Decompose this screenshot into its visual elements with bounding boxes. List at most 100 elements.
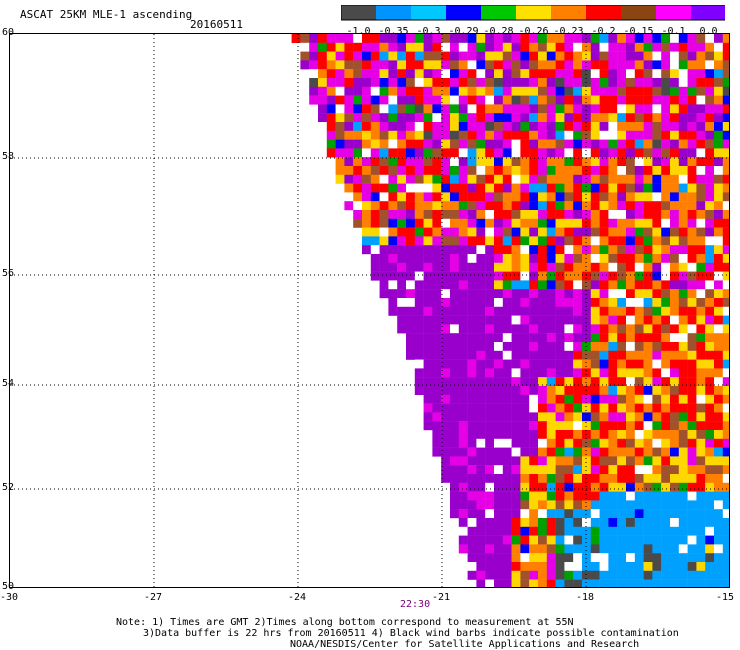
swath-cell (529, 430, 539, 439)
swath-cell (546, 51, 556, 61)
swath-cell (626, 104, 635, 114)
swath-cell (335, 69, 345, 79)
swath-cell (705, 474, 715, 483)
swath-cell (458, 377, 468, 387)
swath-cell (362, 86, 371, 96)
swath-cell (608, 95, 618, 105)
swath-cell (722, 333, 729, 343)
swath-cell (652, 86, 662, 96)
swath-cell (441, 192, 451, 202)
swath-cell (590, 254, 600, 263)
swath-cell (502, 438, 512, 448)
swath-cell (661, 579, 671, 587)
swath-cell (388, 95, 398, 105)
swath-cell (529, 482, 539, 492)
swath-cell (520, 394, 530, 404)
swath-cell (582, 86, 591, 96)
swath-cell (494, 42, 503, 52)
swath-cell (441, 210, 451, 219)
swath-cell (599, 570, 609, 580)
swath-cell (362, 139, 371, 149)
swath-cell (687, 280, 697, 290)
swath-cell (485, 359, 495, 369)
swath-cell (670, 544, 679, 554)
swath-cell (546, 474, 556, 483)
swath-cell (344, 192, 354, 202)
swath-cell (582, 421, 591, 431)
swath-cell (476, 51, 486, 61)
swath-cell (441, 174, 451, 184)
swath-cell (608, 289, 618, 299)
swath-cell (705, 421, 715, 431)
swath-cell (458, 306, 468, 316)
swath-cell (502, 368, 512, 378)
swath-cell (661, 570, 671, 580)
swath-cell (696, 95, 706, 105)
swath-cell (538, 562, 547, 571)
swath-cell (678, 342, 688, 351)
swath-cell (450, 333, 459, 343)
swath-cell (696, 500, 706, 510)
swath-cell (379, 262, 389, 272)
colorbar-segment (656, 5, 691, 20)
swath-cell (714, 333, 723, 343)
swath-cell (643, 333, 653, 343)
swath-cell (450, 218, 459, 228)
swath-cell (661, 254, 671, 263)
swath-cell (432, 262, 442, 272)
swath-cell (546, 227, 556, 237)
swath-cell (520, 130, 530, 140)
swath-cell (617, 210, 627, 219)
swath-cell (555, 122, 565, 131)
swath-cell (555, 192, 565, 202)
swath-cell (626, 69, 635, 79)
swath-cell (494, 192, 503, 202)
swath-cell (564, 421, 574, 431)
swath-cell (573, 377, 583, 387)
swath-cell (467, 34, 477, 43)
swath-cell (476, 412, 486, 422)
swath-cell (432, 113, 442, 123)
swath-cell (458, 474, 468, 483)
swath-cell (538, 113, 547, 123)
swath-cell (670, 254, 679, 263)
swath-cell (370, 34, 380, 43)
swath-cell (511, 377, 521, 387)
swath-cell (414, 359, 424, 369)
swath-cell (546, 289, 556, 299)
swath-cell (432, 42, 442, 52)
swath-cell (564, 192, 574, 202)
swath-cell (441, 438, 451, 448)
swath-cell (423, 86, 433, 96)
swath-cell (423, 306, 433, 316)
swath-cell (678, 104, 688, 114)
swath-cell (450, 95, 459, 105)
swath-cell (467, 350, 477, 360)
swath-cell (634, 377, 644, 387)
swath-cell (476, 553, 486, 563)
swath-cell (546, 86, 556, 96)
swath-cell (652, 465, 662, 475)
swath-cell (608, 579, 618, 587)
swath-cell (661, 324, 671, 334)
swath-cell (485, 509, 495, 519)
swath-cell (485, 412, 495, 422)
swath-cell (617, 78, 627, 87)
swath-cell (485, 315, 495, 325)
swath-cell (599, 394, 609, 404)
swath-cell (652, 377, 662, 387)
swath-cell (599, 192, 609, 202)
swath-cell (643, 122, 653, 131)
swath-cell (450, 465, 459, 475)
swath-cell (494, 130, 503, 140)
swath-cell (634, 245, 644, 255)
swath-cell (555, 245, 565, 255)
swath-cell (678, 526, 688, 536)
swath-cell (335, 51, 345, 61)
swath-cell (467, 412, 477, 422)
swath-cell (458, 95, 468, 105)
swath-cell (555, 139, 565, 149)
swath-cell (608, 394, 618, 404)
swath-cell (705, 95, 715, 105)
swath-cell (520, 166, 530, 175)
